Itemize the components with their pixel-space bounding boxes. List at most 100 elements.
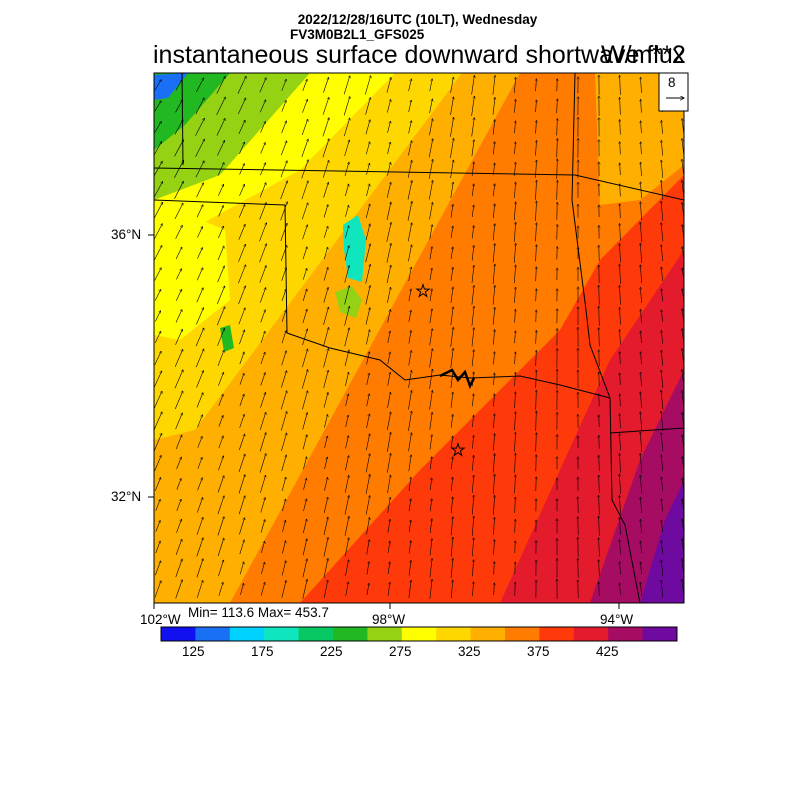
- wind-arrow: [661, 201, 664, 221]
- wind-arrow: [260, 475, 265, 493]
- wind-arrow: [197, 248, 203, 259]
- wind-arrow: [366, 373, 370, 385]
- wind-arrow: [239, 142, 244, 155]
- wind-arrow: [366, 352, 370, 365]
- wind-arrow: [515, 331, 516, 344]
- wind-arrow: [620, 184, 621, 197]
- lon-label-98w: 98°W: [372, 612, 406, 627]
- wind-arrow: [345, 456, 348, 471]
- wind-arrow: [471, 226, 474, 239]
- wind-arrow: [640, 392, 641, 409]
- wind-arrow: [408, 411, 411, 431]
- wind-arrow: [620, 75, 621, 95]
- wind-arrow: [366, 394, 370, 407]
- wind-arrow: [386, 265, 391, 283]
- wind-arrow: [154, 331, 161, 344]
- wind-arrow: [218, 184, 223, 196]
- wind-arrow: [344, 265, 350, 283]
- wind-arrow: [344, 516, 349, 536]
- wind-arrow: [408, 289, 411, 302]
- wind-arrow: [175, 247, 182, 260]
- wind-arrow: [494, 517, 495, 535]
- lat-label-36n: 36°N: [111, 227, 142, 242]
- wind-arrow: [259, 433, 266, 452]
- colorbar-swatch: [608, 627, 644, 641]
- wind-arrow: [154, 224, 163, 241]
- wind-arrow: [365, 98, 371, 115]
- wind-arrow: [407, 160, 412, 178]
- wind-arrow: [536, 433, 537, 452]
- wind-arrow: [260, 142, 266, 154]
- wind-arrow: [387, 497, 391, 513]
- wind-arrow: [387, 121, 391, 133]
- wind-arrow: [302, 268, 307, 280]
- wind-arrow: [174, 120, 183, 135]
- wind-arrow: [238, 224, 245, 240]
- wind-arrow: [345, 415, 349, 427]
- wind-arrow: [345, 372, 348, 386]
- wind-arrow: [429, 478, 432, 491]
- wind-arrow: [323, 392, 328, 408]
- wind-arrow: [408, 541, 411, 554]
- wind-arrow: [218, 226, 223, 239]
- wind-arrow: [345, 205, 348, 217]
- wind-arrow: [175, 413, 183, 430]
- wind-arrow: [196, 268, 203, 281]
- wind-arrow: [599, 475, 600, 493]
- wind-arrow: [195, 118, 205, 136]
- wind-arrow: [154, 289, 161, 301]
- wind-arrow: [345, 436, 349, 449]
- wind-arrow: [429, 390, 433, 410]
- wind-arrow: [323, 327, 328, 347]
- wind-arrow: [366, 540, 370, 555]
- wind-arrow: [408, 267, 412, 282]
- wind-arrow: [429, 457, 432, 470]
- wind-arrow: [239, 330, 244, 345]
- wind-arrow: [323, 558, 328, 578]
- star-marker: [450, 442, 466, 457]
- wind-arrow: [428, 159, 433, 179]
- wind-arrow: [366, 583, 369, 595]
- wind-arrow: [154, 351, 161, 366]
- wind-arrow: [323, 537, 328, 557]
- wind-arrow: [429, 539, 432, 556]
- wind-arrow: [386, 182, 391, 198]
- wind-arrow: [515, 287, 516, 303]
- wind-arrow: [472, 435, 473, 449]
- wind-arrow: [494, 352, 495, 365]
- wind-arrow: [175, 225, 183, 239]
- wind-arrow: [366, 434, 369, 451]
- colorbar-swatch: [642, 627, 678, 641]
- wind-arrow: [323, 370, 329, 388]
- wind-arrow: [408, 477, 411, 492]
- wind-arrow: [492, 75, 495, 95]
- wind-arrow: [599, 455, 600, 471]
- wind-arrow: [323, 205, 328, 218]
- wind-arrow: [429, 559, 432, 578]
- wind-arrow: [557, 180, 558, 200]
- lon-label-94w: 94°W: [600, 612, 634, 627]
- wind-arrow: [536, 180, 537, 200]
- wind-arrow: [471, 495, 474, 515]
- wind-arrow: [661, 140, 663, 156]
- wind-arrow: [344, 286, 350, 305]
- wind-arrow: [493, 184, 494, 197]
- wind-arrow: [366, 330, 369, 345]
- wind-arrow: [494, 583, 495, 596]
- wind-arrow: [281, 310, 286, 322]
- wind-arrow: [428, 139, 433, 158]
- map-frame: [153, 72, 685, 604]
- wind-arrow: [472, 560, 473, 577]
- wind-arrow: [661, 433, 664, 452]
- wind-arrow: [661, 245, 664, 262]
- wind-arrow: [261, 541, 264, 553]
- wind-arrow: [323, 182, 329, 198]
- wind-arrow: [260, 100, 265, 113]
- wind-arrow: [450, 267, 453, 281]
- wind-arrow: [196, 517, 203, 535]
- wind-arrow: [239, 352, 244, 365]
- colorbar-label: 375: [527, 644, 550, 659]
- wind-arrow: [536, 245, 537, 262]
- wind-arrow: [641, 372, 642, 386]
